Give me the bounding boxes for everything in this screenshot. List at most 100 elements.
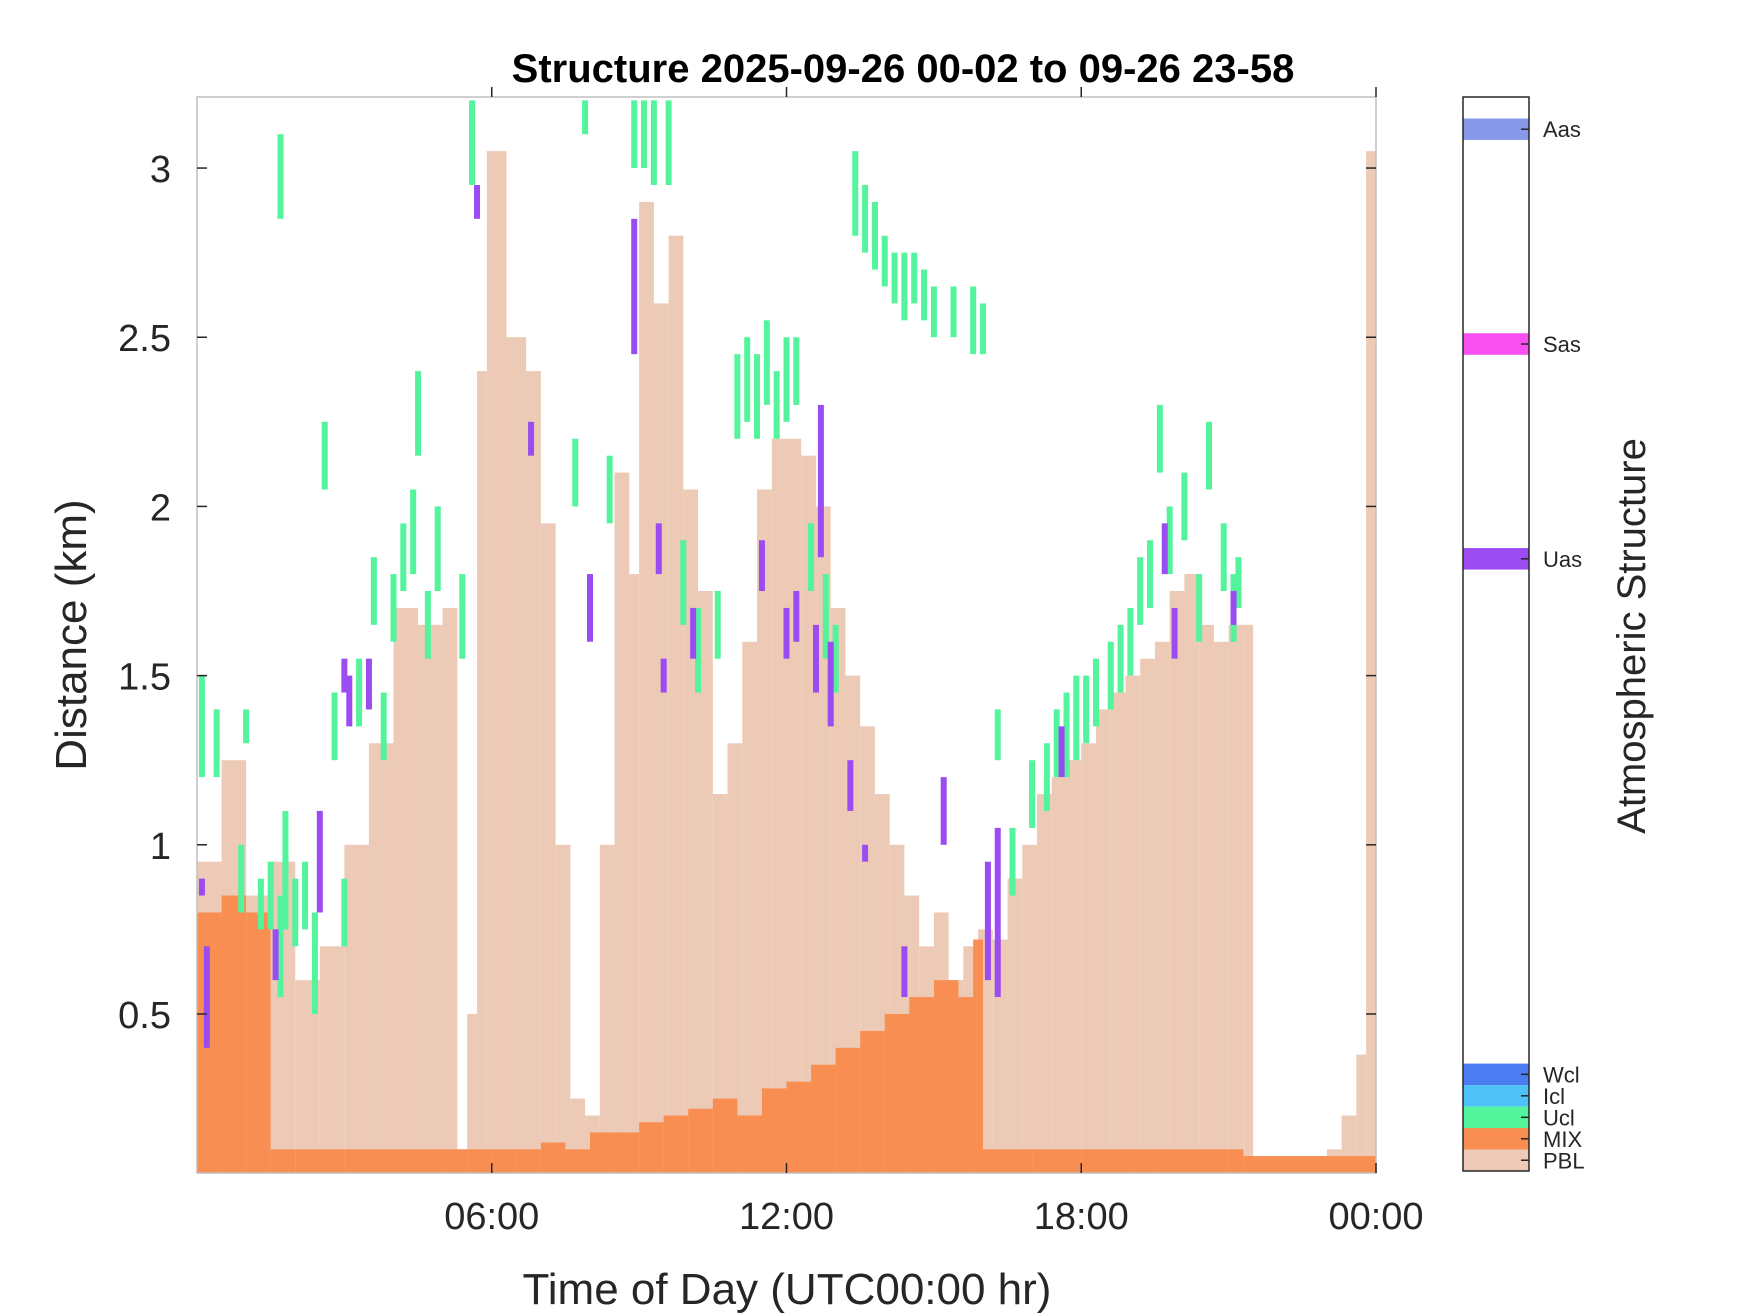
pbl-area — [771, 438, 787, 1173]
ucl-segment — [238, 844, 245, 913]
pbl-area — [815, 506, 831, 1173]
mix-area — [639, 1122, 664, 1173]
ucl-segment — [808, 523, 815, 592]
pbl-area — [1066, 760, 1082, 1173]
pbl-layer — [197, 151, 1377, 1174]
colorbar-label-icl: Icl — [1543, 1084, 1565, 1109]
ucl-segment — [980, 303, 986, 355]
ucl-segment — [1156, 404, 1163, 473]
ucl-segment — [1092, 658, 1099, 727]
mix-area — [1228, 1149, 1244, 1173]
uas-segment — [940, 777, 947, 845]
ucl-segment — [970, 286, 977, 355]
uas-segment — [901, 946, 908, 998]
uas-segment — [994, 827, 1001, 998]
ucl-segment — [1063, 692, 1070, 778]
ucl-segment — [665, 100, 672, 185]
uas-segment — [655, 523, 662, 575]
ucl-segment — [213, 709, 220, 778]
colorbar-swatch-aas — [1463, 118, 1529, 140]
x-axis-label: Time of Day (UTC00:00 hr) — [523, 1265, 1052, 1313]
ucl-segment — [302, 861, 309, 930]
uas-segment — [660, 658, 667, 693]
pbl-area — [992, 939, 1008, 1173]
uas-segment — [812, 624, 819, 693]
pbl-area — [1154, 641, 1170, 1173]
ucl-segment — [1137, 557, 1144, 625]
ucl-segment — [1043, 743, 1050, 811]
ucl-segment — [734, 354, 741, 439]
pbl-area — [1110, 692, 1126, 1173]
pbl-area — [540, 523, 556, 1173]
uas-segment — [346, 675, 353, 727]
mix-area — [973, 939, 983, 1173]
pbl-area — [1095, 709, 1111, 1173]
y-tick-label: 1 — [150, 826, 171, 868]
ucl-segment — [198, 675, 205, 778]
mix-area — [442, 1149, 468, 1173]
ucl-segment — [277, 134, 284, 219]
ucl-segment — [631, 100, 638, 169]
mix-area — [1081, 1149, 1131, 1173]
pbl-area — [526, 371, 541, 1174]
pbl-area — [319, 946, 345, 1173]
ucl-segment — [1166, 506, 1173, 575]
ucl-segment — [832, 624, 839, 693]
ucl-layer — [198, 100, 1242, 1014]
mix-area — [1130, 1149, 1155, 1173]
uas-segment — [365, 658, 372, 710]
mix-area — [1154, 1149, 1180, 1173]
ucl-segment — [582, 100, 589, 135]
colorbar-label-wcl: Wcl — [1543, 1062, 1580, 1087]
mix-area — [590, 1132, 615, 1173]
pbl-area — [599, 844, 615, 1173]
colorbar-swatch-mix — [1463, 1128, 1529, 1150]
ucl-segment — [424, 591, 431, 659]
uas-segment — [341, 658, 348, 693]
pbl-area — [668, 235, 684, 1173]
y-tick-label: 3 — [150, 149, 171, 191]
ucl-segment — [1107, 641, 1114, 710]
mix-area — [1204, 1149, 1229, 1173]
pbl-area — [1051, 777, 1067, 1173]
ucl-segment — [695, 607, 702, 693]
ucl-segment — [950, 286, 957, 338]
uas-segment — [690, 607, 697, 659]
mix-area — [761, 1088, 787, 1173]
uas-segment — [827, 641, 834, 727]
uas-segment — [203, 946, 210, 1048]
pbl-area — [486, 151, 507, 1173]
x-tick-label: 18:00 — [1034, 1196, 1129, 1238]
ucl-segment — [277, 895, 284, 998]
pbl-area — [555, 844, 571, 1173]
colorbar-label-pbl: PBL — [1543, 1148, 1585, 1173]
pbl-area — [786, 438, 802, 1173]
ucl-segment — [380, 692, 387, 761]
ucl-segment — [862, 184, 869, 253]
ucl-segment — [650, 100, 657, 185]
ucl-segment — [400, 523, 407, 592]
pbl-area — [1199, 624, 1214, 1173]
ucl-segment — [243, 709, 250, 744]
pbl-area — [629, 574, 640, 1173]
ucl-segment — [641, 100, 648, 169]
mix-area — [1179, 1149, 1205, 1173]
uas-segment — [528, 421, 535, 456]
mix-area — [246, 912, 271, 1173]
ucl-segment — [1127, 607, 1134, 676]
ucl-segment — [282, 810, 289, 930]
uas-segment — [847, 760, 854, 811]
ucl-segment — [871, 201, 878, 270]
mix-area — [491, 1149, 517, 1173]
ucl-segment — [921, 269, 928, 321]
ucl-segment — [1147, 540, 1154, 608]
pbl-area — [742, 641, 758, 1173]
mix-area — [270, 1149, 296, 1173]
uas-segment — [272, 929, 279, 981]
ucl-segment — [370, 557, 377, 625]
ucl-segment — [1196, 574, 1203, 642]
pbl-area — [653, 303, 669, 1173]
mix-area — [295, 1149, 345, 1173]
mix-area — [540, 1142, 566, 1173]
pbl-area — [368, 743, 394, 1173]
